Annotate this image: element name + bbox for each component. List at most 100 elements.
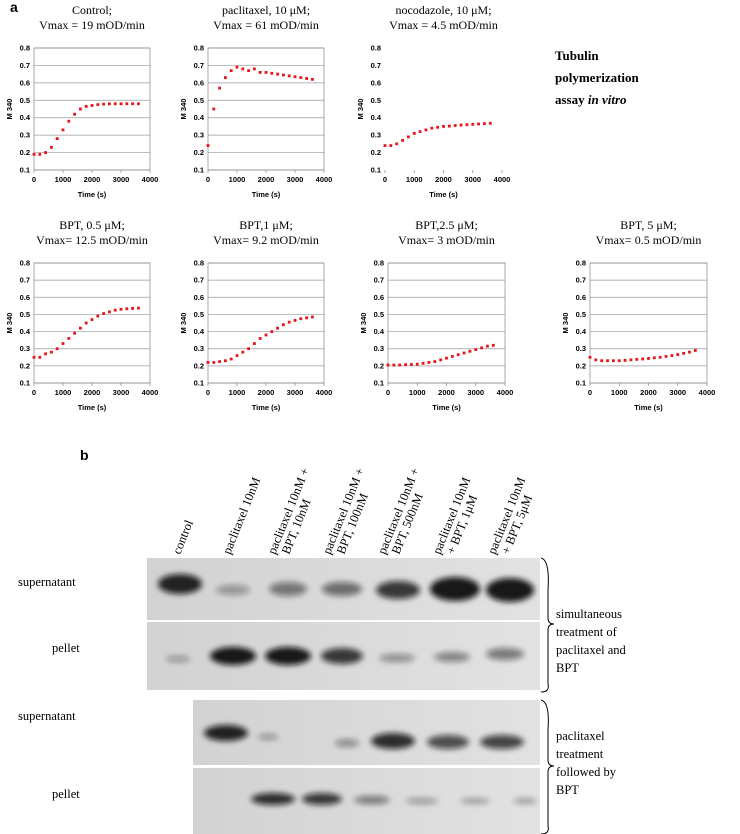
band [486,578,534,602]
data-point [392,363,396,367]
x-tick-label: 4000 [494,175,511,184]
data-point [131,102,134,106]
y-axis-label: M 340 [5,99,14,120]
x-tick-label: 1000 [229,388,246,397]
data-point [623,358,627,362]
x-axis-label: Time (s) [429,190,458,199]
data-point [486,344,489,348]
data-point [424,128,428,132]
data-point [96,103,100,107]
data-point [247,347,250,351]
group-note: BPT [556,661,579,675]
data-point [433,360,437,363]
chart: Control;Vmax = 19 mOD/min 0.1 0.2 0.3 0.4 0.5… [5,3,158,199]
band [513,798,537,804]
band [486,648,524,660]
x-tick-label: 4000 [142,388,159,397]
y-tick-label: 0.6 [194,293,204,302]
data-point [676,353,680,356]
band [302,793,342,805]
data-point [459,123,463,127]
data-point [282,323,285,327]
x-tick-label: 3000 [287,388,304,397]
data-point [395,142,399,146]
data-point [682,351,685,355]
x-axis-label: Time (s) [252,403,281,412]
data-point [235,354,239,357]
y-axis-label: M 340 [359,313,368,334]
data-point [253,67,256,71]
band [258,734,278,740]
x-tick-label: 3000 [467,388,484,397]
data-point [224,359,227,363]
band [322,582,362,596]
data-point [647,357,650,360]
data-point [119,307,123,311]
data-point [430,126,434,130]
y-tick-label: 0.8 [20,259,30,268]
x-tick-label: 1000 [406,175,423,184]
data-point [108,102,111,106]
data-point [629,358,633,362]
y-tick-label: 0.7 [576,276,586,285]
x-tick-label: 3000 [669,388,686,397]
band [371,733,415,749]
y-tick-label: 0.3 [20,131,30,140]
row-label: supernatant [18,575,76,589]
y-tick-label: 0.5 [194,310,204,319]
y-tick-label: 0.7 [194,276,204,285]
x-axis-label: Time (s) [432,403,461,412]
y-tick-label: 0.5 [576,310,586,319]
data-point [90,318,94,321]
x-tick-label: 1000 [229,175,246,184]
x-tick-label: 0 [588,388,592,397]
chart: BPT,2.5 μM;Vmax= 3 mOD/min 0.1 0.2 0.3 0.4 0.… [359,218,513,412]
y-tick-label: 0.8 [371,44,381,53]
chart-subtitle: Vmax= 12.5 mOD/min [36,233,148,247]
x-tick-label: 4000 [699,388,716,397]
blot [147,558,540,834]
data-point [418,130,422,134]
y-tick-label: 0.7 [194,61,204,70]
data-point [471,122,475,126]
data-point [293,75,297,79]
data-point [241,350,245,354]
data-point [456,353,460,357]
data-point [398,363,402,367]
data-point [386,363,390,367]
lane-label: paclitaxel 10nM [220,475,264,556]
band [460,798,490,804]
side-note-text: assay [555,92,585,107]
x-tick-label: 2000 [84,175,101,184]
chart-subtitle: Vmax= 3 mOD/min [398,233,495,247]
data-point [453,124,457,127]
x-tick-label: 1000 [611,388,628,397]
band [216,585,250,595]
y-tick-label: 0.4 [371,113,382,122]
y-tick-label: 0.3 [576,344,586,353]
data-point [688,350,691,354]
data-point [594,358,598,362]
data-point [38,355,42,359]
y-axis-label: M 340 [356,99,365,120]
x-axis-label: Time (s) [634,403,663,412]
group-note: paclitaxel and [556,643,627,657]
y-tick-label: 0.2 [194,361,204,370]
x-tick-label: 2000 [84,388,101,397]
side-note: assay in vitro [555,92,627,107]
data-point [90,104,94,107]
bands [158,574,537,805]
data-point [79,107,82,111]
x-tick-label: 4000 [497,388,514,397]
data-point [125,102,129,106]
y-tick-label: 0.6 [20,293,30,302]
x-tick-label: 4000 [142,175,159,184]
data-point [311,315,314,319]
x-tick-label: 2000 [640,388,657,397]
data-point [415,362,419,366]
data-point [67,337,71,340]
data-point [264,71,268,74]
data-point [102,312,105,315]
blot-strip [193,700,540,765]
data-point [282,73,285,77]
